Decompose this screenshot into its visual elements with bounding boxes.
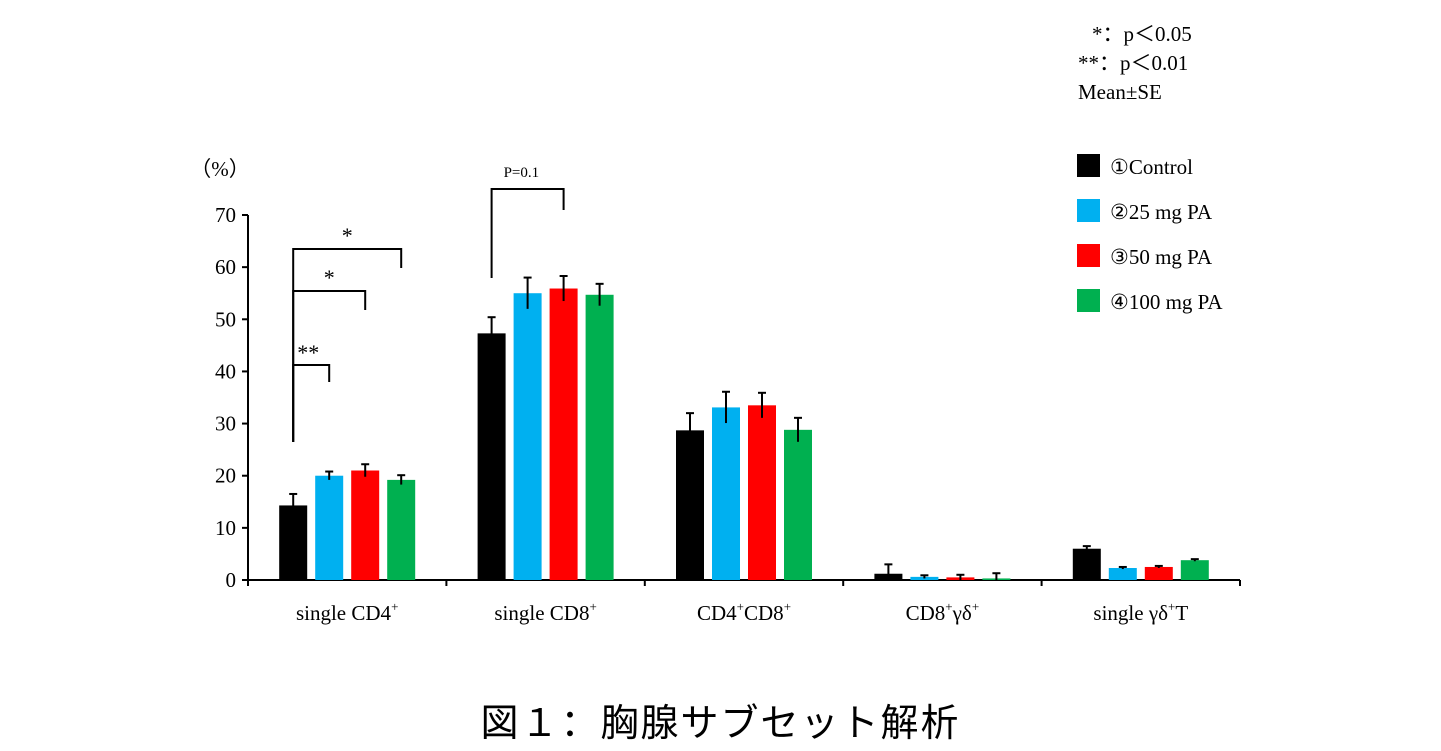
bar-3 [1144,566,1173,580]
bar-3 [748,405,776,580]
y-axis-label: （%） [190,157,250,181]
y-tick-label: 0 [226,568,237,592]
bar-3 [549,288,578,580]
bar-4 [585,294,614,580]
bar-4 [1180,560,1209,580]
bar-1 [676,430,704,580]
bar-1 [477,333,506,580]
bar-4 [387,479,416,580]
y-tick-label: 50 [215,307,236,331]
sig-note-p001: **：p＜0.01 [1078,51,1189,75]
bar-chart: 0 10 20 30 40 50 60 70 （%） single CD4+​ single CD8… [190,154,1241,625]
legend-label-4: ④100 mg PA [1110,290,1223,314]
significance-label: * [324,265,335,290]
x-category-label: CD8+​γδ+​ [906,599,980,625]
legend-swatch-3 [1077,244,1100,267]
y-tick-label: 70 [215,203,236,227]
x-category-label: single CD8+​ [494,599,596,625]
x-category-label: single γδ+​T [1093,599,1188,625]
significance-bracket [490,188,565,278]
significance-bracket [292,364,331,442]
bar-2 [315,475,344,580]
legend-swatch-4 [1077,289,1100,312]
bar-4 [784,429,812,580]
legend-swatch-2 [1077,199,1100,222]
legend-label-2: ②25 mg PA [1110,200,1213,224]
bar-1 [279,505,308,580]
mean-se-note: Mean±SE [1078,80,1162,104]
x-category-label: single CD4+​ [296,599,398,625]
legend-label-3: ③50 mg PA [1110,245,1213,269]
y-tick-label: 40 [215,359,236,383]
figure-caption: 図１：胸腺サブセット解析 [480,701,961,745]
legend-swatch-1 [1077,154,1100,177]
bar-2 [513,293,542,580]
x-category-label: CD4+​CD8+​ [697,599,791,625]
significance-label: * [342,223,353,248]
y-tick-label: 30 [215,412,236,436]
significance-label: ** [297,340,319,365]
y-tick-label: 10 [215,516,236,540]
bar-2 [1108,568,1137,580]
significance-label: P=0.1 [504,165,540,181]
y-tick-label: 20 [215,464,236,488]
sig-note-p005: *：p＜0.05 [1092,22,1192,46]
bar-1 [1072,548,1101,580]
significance-bracket [292,248,403,442]
bar-3 [351,470,380,580]
legend-label-1: ①Control [1110,155,1193,179]
significance-notes: *：p＜0.05 **：p＜0.01 Mean±SE [1078,20,1192,107]
bar-2 [712,407,740,580]
y-tick-label: 60 [215,255,236,279]
